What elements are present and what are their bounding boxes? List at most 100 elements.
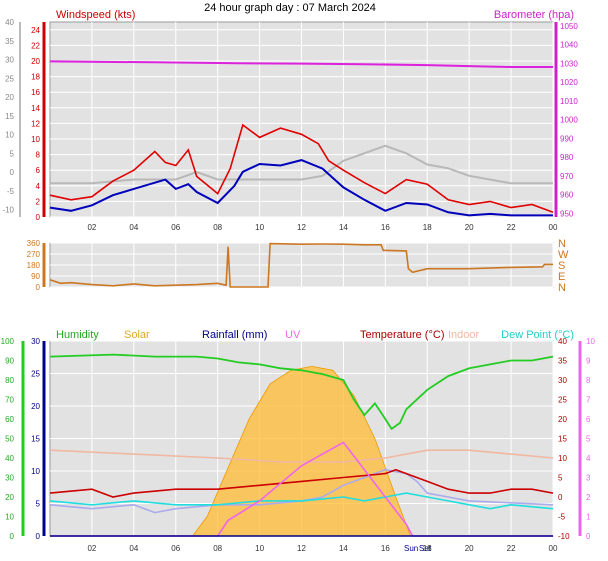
series-wind-gust-kts-: [49, 123, 554, 214]
humidity-tick-label: 0: [10, 532, 15, 541]
x-tick-label-bottom: 16: [381, 544, 390, 553]
x-tick-label-bottom: 22: [507, 544, 516, 553]
x-tick-label-bottom: 14: [339, 544, 348, 553]
outer-tick-label: 40: [5, 18, 14, 27]
rainfall-tick-label: 20: [31, 402, 40, 411]
uv-tick-label: 8: [586, 376, 591, 385]
compass-tick-label: S: [558, 260, 565, 272]
barometer-tick-label: 1000: [560, 116, 578, 125]
series-indoor: [49, 449, 554, 463]
humidity-tick-label: 70: [5, 396, 14, 405]
rainfall-tick-label: 25: [31, 370, 40, 379]
x-tick-label-bottom: 18: [423, 544, 432, 553]
x-tick-label-top: 18: [423, 223, 432, 232]
x-tick-label-top: 12: [297, 223, 306, 232]
barometer-tick-label: 950: [560, 209, 574, 218]
compass-tick-label: N: [558, 238, 566, 250]
uv-tick-label: 7: [586, 396, 591, 405]
outer-tick-label: 30: [5, 56, 14, 65]
series-temperature-c-: [49, 468, 554, 498]
humidity-tick-label: 50: [5, 435, 14, 444]
x-tick-label-top: 22: [507, 223, 516, 232]
compass-tick-label: W: [558, 249, 569, 261]
chart-title: 24 hour graph day : 07 March 2024: [204, 2, 376, 14]
windspeed-tick-label: 12: [31, 119, 40, 128]
series-wind-direction: [49, 242, 553, 288]
x-tick-label-top: 14: [339, 223, 348, 232]
x-tick-label-top: 10: [255, 223, 264, 232]
temperature-tick-label: 25: [558, 396, 567, 405]
x-tick-label-top: 20: [465, 223, 474, 232]
chart-axes: 0202040406060808101012121414161618182020…: [1, 18, 596, 553]
barometer-axis-label: Barometer (hpa): [494, 9, 574, 21]
windspeed-tick-label: 22: [31, 41, 40, 50]
windspeed-tick-label: 2: [36, 197, 41, 206]
temperature-tick-label: 5: [558, 474, 563, 483]
temperature-tick-label: -10: [558, 532, 570, 541]
humidity-tick-label: 100: [1, 337, 15, 346]
barometer-tick-label: 1040: [560, 41, 578, 50]
x-tick-label-bottom: 00: [549, 544, 558, 553]
sunset-annotation: Set: [419, 544, 432, 553]
series-barometer-hpa-: [49, 60, 553, 68]
outer-tick-label: 0: [10, 168, 15, 177]
wind-direction-tick-label: 270: [27, 250, 41, 259]
windspeed-tick-label: 6: [36, 166, 41, 175]
uv-tick-label: 4: [586, 454, 591, 463]
outer-tick-label: 20: [5, 93, 14, 102]
rainfall-tick-label: 10: [31, 467, 40, 476]
temperature-tick-label: 35: [558, 357, 567, 366]
x-tick-label-top: 08: [213, 223, 222, 232]
wind-direction-tick-label: 90: [31, 272, 40, 281]
windspeed-axis-label: Windspeed (kts): [56, 9, 135, 21]
series-dew-point-c-: [49, 492, 554, 510]
temperature-tick-label: 0: [558, 493, 563, 502]
barometer-tick-label: 980: [560, 153, 574, 162]
x-tick-label-top: 02: [87, 223, 96, 232]
windspeed-tick-label: 10: [31, 135, 40, 144]
x-tick-label-bottom: 06: [171, 544, 180, 553]
barometer-tick-label: 990: [560, 134, 574, 143]
temperature-tick-label: 40: [558, 337, 567, 346]
rainfall-tick-label: 5: [36, 500, 41, 509]
uv-tick-label: 3: [586, 474, 591, 483]
chart-series: [49, 60, 554, 537]
temperature-tick-label: 10: [558, 454, 567, 463]
humidity-tick-label: 80: [5, 376, 14, 385]
uv-header: UV: [285, 329, 301, 341]
rainfall-tick-label: 30: [31, 337, 40, 346]
humidity-tick-label: 40: [5, 454, 14, 463]
series-humidity: [49, 353, 554, 431]
sunrise-annotation: Sun: [404, 544, 418, 553]
x-tick-label-top: 16: [381, 223, 390, 232]
x-tick-label-bottom: 20: [465, 544, 474, 553]
windspeed-tick-label: 18: [31, 73, 40, 82]
series-uv: [50, 441, 553, 537]
outer-tick-label: -5: [7, 187, 15, 196]
outer-tick-label: 35: [5, 37, 14, 46]
wind-direction-tick-label: 360: [27, 239, 41, 248]
compass-tick-label: E: [558, 271, 565, 283]
windspeed-tick-label: 16: [31, 88, 40, 97]
solar-header: Solar: [124, 329, 150, 341]
outer-tick-label: 25: [5, 74, 14, 83]
humidity-tick-label: 30: [5, 474, 14, 483]
barometer-tick-label: 1020: [560, 78, 578, 87]
windspeed-tick-label: 24: [31, 26, 40, 35]
x-tick-label-top: 06: [171, 223, 180, 232]
x-tick-label-bottom: 02: [87, 544, 96, 553]
indoor-header: Indoor: [448, 329, 480, 341]
uv-tick-label: 2: [586, 493, 591, 502]
barometer-tick-label: 960: [560, 191, 574, 200]
wind-direction-tick-label: 180: [27, 261, 41, 270]
barometer-tick-label: 1030: [560, 59, 578, 68]
x-tick-label-bottom: 12: [297, 544, 306, 553]
series-gray-line: [50, 144, 553, 185]
outer-tick-label: -10: [2, 206, 14, 215]
windspeed-tick-label: 20: [31, 57, 40, 66]
x-tick-label-bottom: 10: [255, 544, 264, 553]
wind-direction-tick-label: 0: [36, 283, 41, 292]
x-tick-label-bottom: 08: [213, 544, 222, 553]
